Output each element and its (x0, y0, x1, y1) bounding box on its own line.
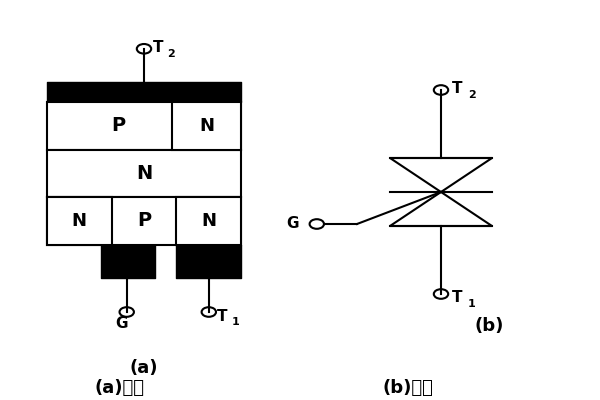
Text: N: N (136, 164, 152, 183)
Bar (47, 197, 241, 245)
Text: N: N (199, 117, 214, 135)
Text: P: P (111, 116, 125, 135)
Bar (47, 102, 241, 150)
Text: T: T (452, 81, 463, 96)
Text: T: T (217, 309, 228, 324)
Text: (a)结构: (a)结构 (95, 379, 145, 397)
Bar (47, 150, 241, 197)
Text: 2: 2 (468, 90, 476, 100)
Bar (172, 102, 241, 150)
Text: T: T (152, 40, 163, 55)
Text: 1: 1 (232, 318, 239, 327)
Text: G: G (116, 316, 128, 331)
Text: T: T (452, 290, 463, 306)
Text: P: P (137, 212, 151, 230)
Text: N: N (72, 212, 87, 230)
Bar (176, 197, 241, 245)
Bar (47, 197, 112, 245)
Text: N: N (202, 212, 216, 230)
Text: (b)符号: (b)符号 (383, 379, 433, 397)
Text: (a): (a) (130, 359, 158, 377)
Text: (b): (b) (475, 317, 503, 335)
Text: 2: 2 (167, 49, 175, 59)
Text: 1: 1 (468, 299, 476, 309)
Text: G: G (287, 216, 299, 232)
